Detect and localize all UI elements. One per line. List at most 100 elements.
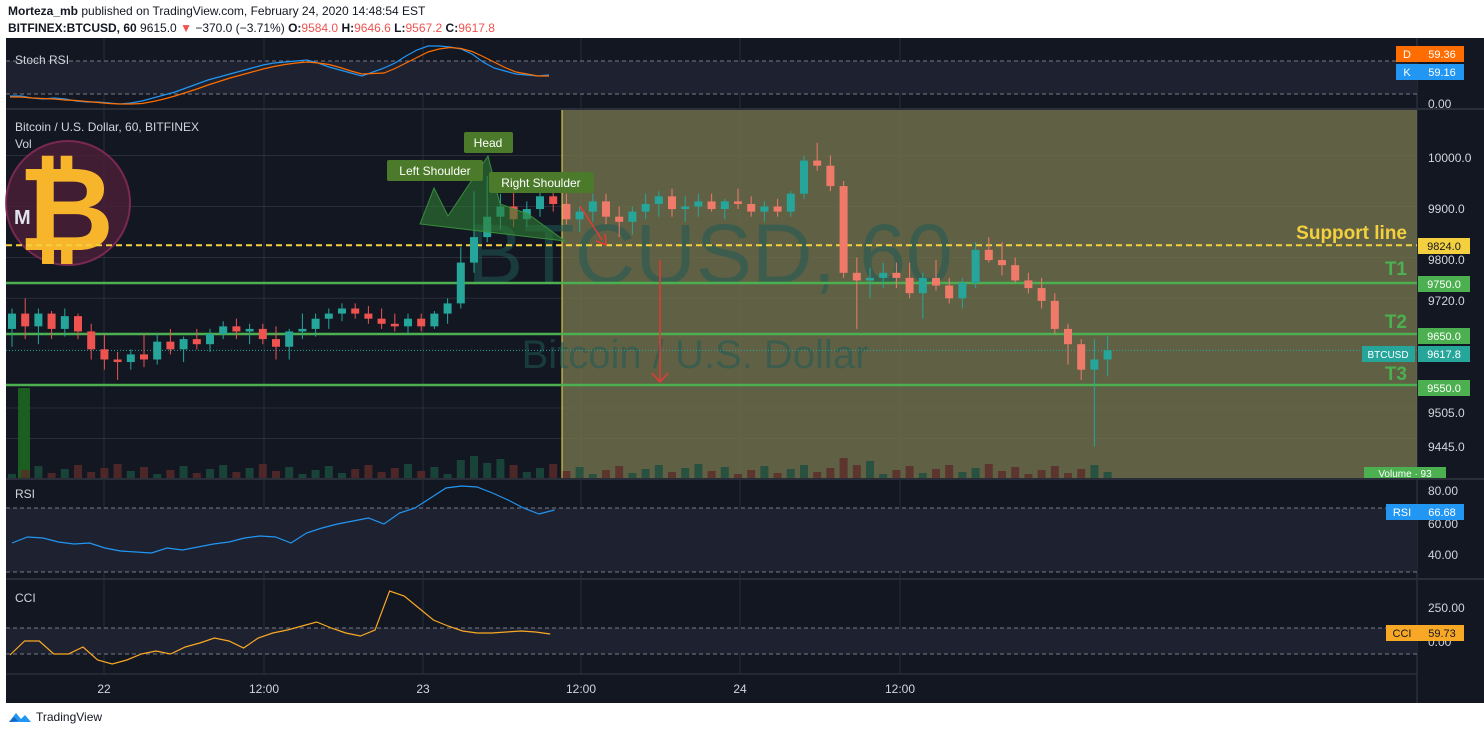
volume-bar <box>298 474 307 478</box>
volume-bar <box>100 468 109 478</box>
candle <box>113 351 122 380</box>
high-label: H: <box>341 21 355 35</box>
candle <box>311 313 320 337</box>
candle <box>536 188 544 217</box>
volume-bar <box>166 470 175 478</box>
high-value: 9646.6 <box>354 21 391 35</box>
price-tick: 9800.0 <box>1428 253 1465 267</box>
candle <box>588 193 597 222</box>
candle <box>140 334 148 368</box>
cci-pane[interactable] <box>6 580 1417 674</box>
candle <box>562 193 571 225</box>
candle <box>219 321 228 340</box>
volume-bar <box>641 469 650 478</box>
close-value: 9617.8 <box>458 21 495 35</box>
volume-bar <box>945 465 954 478</box>
volume-bar <box>866 461 874 478</box>
svg-text:Right Shoulder: Right Shoulder <box>501 176 580 190</box>
volume-bar <box>21 470 30 478</box>
candle <box>166 328 175 355</box>
candle <box>21 298 30 340</box>
candle <box>905 262 914 299</box>
rsi-label: RSI <box>15 487 35 501</box>
price-tick: 9720.0 <box>1428 294 1465 308</box>
t3-label: T3 <box>1385 364 1407 385</box>
candle <box>918 272 927 319</box>
volume-bar <box>272 471 280 478</box>
time-tick: 23 <box>416 682 430 696</box>
volume-bar <box>707 471 716 478</box>
svg-text:9650.0: 9650.0 <box>1427 331 1461 343</box>
t1-price-tag: 9750.0 <box>1418 276 1470 292</box>
volume-bar <box>87 472 96 478</box>
svg-text:66.68: 66.68 <box>1428 507 1456 519</box>
volume-bar <box>74 465 82 478</box>
volume-bar <box>984 464 993 478</box>
candle <box>1103 336 1112 377</box>
volume-bar <box>1064 473 1072 478</box>
candle <box>575 206 584 232</box>
svg-text:59.36: 59.36 <box>1428 49 1456 61</box>
volume-bar <box>918 473 927 478</box>
volume-bar <box>720 467 729 478</box>
candle <box>285 328 294 360</box>
tradingview-footer[interactable]: TradingView <box>8 710 102 724</box>
volume-bar <box>536 468 544 478</box>
candle <box>945 277 954 304</box>
cci-value-tag: CCI 59.73 <box>1386 625 1464 641</box>
candle <box>681 196 690 222</box>
candle <box>74 313 82 340</box>
candle <box>390 313 399 332</box>
last-price: 9615.0 <box>140 21 177 35</box>
candle <box>984 237 993 263</box>
volume-bar <box>998 471 1006 478</box>
candle <box>641 193 650 220</box>
volume-bar <box>958 472 967 478</box>
price-axis[interactable] <box>1417 38 1484 703</box>
svg-text:₿: ₿ <box>18 144 114 276</box>
candle <box>245 323 254 345</box>
down-arrow-small-icon <box>579 205 607 247</box>
chart-canvas[interactable]: BTCUSD, 60 Bitcoin / U.S. Dollar ₿ M Hea… <box>0 38 1484 703</box>
price-tick: 9900.0 <box>1428 202 1465 216</box>
stoch-rsi-label: Stoch RSI <box>15 53 69 67</box>
highlight-zone <box>562 110 1417 478</box>
time-tick: 12:00 <box>566 682 596 696</box>
candle <box>892 262 901 289</box>
volume-bar <box>113 464 122 478</box>
volume-bar <box>338 473 346 478</box>
volume-bar <box>654 465 663 478</box>
volume-bar <box>522 472 531 478</box>
cci-axis-tick: 250.00 <box>1428 601 1465 615</box>
candle <box>773 198 782 217</box>
t1-label: T1 <box>1385 259 1408 280</box>
rsi-axis-tick: 80.00 <box>1428 484 1458 498</box>
svg-text:9750.0: 9750.0 <box>1427 279 1461 291</box>
candle <box>1011 257 1020 283</box>
volume-bar <box>694 464 703 478</box>
candle <box>826 155 835 192</box>
svg-text:59.73: 59.73 <box>1428 628 1456 640</box>
svg-text:Head: Head <box>474 136 503 150</box>
stoch-d-line <box>10 46 549 105</box>
left-shoulder-label: Left Shoulder <box>387 160 483 181</box>
volume-bar <box>681 468 690 478</box>
volume-bar <box>258 464 267 478</box>
volume-bar <box>826 468 835 478</box>
time-axis[interactable] <box>6 674 1417 703</box>
candle <box>866 267 874 299</box>
price-change: −370.0 (−3.71%) <box>195 21 285 35</box>
volume-bar <box>588 474 597 478</box>
svg-text:BTCUSD: BTCUSD <box>1367 350 1408 361</box>
candle <box>179 336 188 363</box>
volume-bar <box>549 464 558 478</box>
candle <box>126 349 135 370</box>
candle <box>100 334 109 370</box>
tradingview-brand: TradingView <box>36 710 103 724</box>
head-label: Head <box>464 132 513 153</box>
svg-text:9617.8: 9617.8 <box>1427 349 1461 361</box>
candle <box>720 198 729 220</box>
volume-bar <box>377 472 386 478</box>
time-tick: 22 <box>97 682 111 696</box>
volume-bar <box>1037 470 1046 478</box>
